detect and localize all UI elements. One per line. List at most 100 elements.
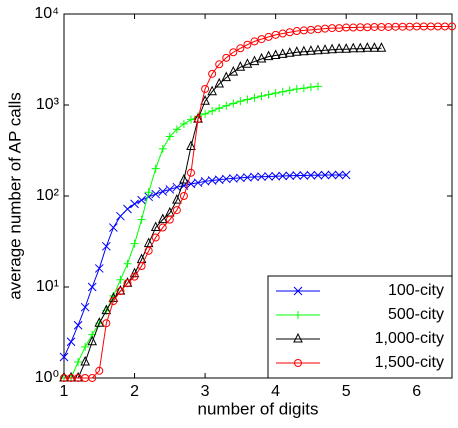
marker [137, 215, 146, 224]
marker [313, 170, 323, 180]
marker [144, 188, 153, 197]
marker [208, 69, 217, 78]
marker [123, 279, 132, 288]
x-tick-label: 5 [342, 383, 351, 400]
marker [165, 185, 175, 194]
marker [334, 170, 344, 180]
marker [299, 45, 309, 56]
marker [179, 192, 188, 200]
marker [277, 48, 288, 58]
marker [214, 77, 225, 88]
marker [207, 85, 217, 96]
marker [243, 40, 252, 49]
y-tick-label: 10⁴ [34, 5, 59, 22]
marker [348, 42, 359, 53]
marker [102, 319, 111, 328]
marker [257, 172, 266, 182]
marker [362, 42, 373, 52]
x-tick-label: 4 [271, 383, 280, 400]
legend-label: 500-city [388, 306, 444, 323]
marker [250, 172, 259, 182]
marker [376, 42, 387, 52]
x-tick-label: 2 [130, 383, 139, 400]
marker [222, 53, 231, 62]
marker [278, 171, 288, 181]
marker [123, 204, 132, 214]
y-tick-label: 10⁰ [35, 369, 59, 386]
marker [327, 170, 337, 180]
marker [292, 84, 301, 93]
legend-marker [294, 359, 302, 367]
y-tick-label: 10¹ [36, 278, 59, 295]
marker [327, 43, 337, 54]
marker [172, 125, 181, 134]
marker [236, 97, 245, 106]
marker [249, 55, 260, 66]
marker [137, 262, 146, 271]
legend-marker [293, 286, 303, 296]
marker [193, 178, 203, 188]
marker [229, 99, 238, 108]
marker [144, 246, 153, 255]
marker [313, 44, 323, 55]
marker [80, 355, 90, 366]
marker [243, 95, 252, 104]
marker [306, 45, 316, 55]
marker [278, 87, 287, 96]
y-tick-label: 10³ [36, 96, 60, 113]
marker [270, 49, 281, 59]
marker [221, 71, 232, 82]
marker [215, 104, 224, 113]
marker [172, 182, 182, 192]
x-tick-label: 3 [201, 383, 210, 400]
marker [256, 52, 267, 63]
marker [130, 272, 139, 281]
marker [144, 192, 154, 202]
marker [130, 199, 139, 209]
marker [263, 50, 274, 61]
marker [257, 92, 266, 101]
marker [235, 61, 246, 71]
marker [320, 44, 330, 54]
marker [207, 176, 217, 185]
marker [236, 44, 245, 53]
legend-label: 1,000-city [375, 330, 444, 347]
legend-label: 100-city [388, 282, 444, 299]
marker [143, 237, 154, 248]
marker [313, 82, 322, 91]
marker [306, 170, 316, 180]
marker [341, 43, 351, 53]
marker [250, 37, 259, 46]
marker [285, 171, 295, 181]
marker [158, 144, 167, 153]
marker [320, 170, 330, 180]
marker [130, 239, 139, 248]
marker [109, 297, 118, 306]
marker [179, 173, 189, 184]
marker [116, 275, 125, 284]
marker [88, 374, 97, 382]
marker [116, 287, 125, 296]
marker [172, 194, 182, 204]
marker [229, 48, 238, 57]
marker [242, 58, 253, 68]
marker [87, 335, 98, 346]
marker [122, 277, 133, 287]
x-tick-label: 1 [60, 383, 69, 400]
marker [292, 171, 302, 180]
marker [150, 221, 161, 232]
marker [201, 84, 210, 93]
legend-label: 1,500-city [375, 354, 444, 371]
marker [334, 43, 344, 53]
marker [284, 47, 295, 57]
marker [243, 173, 252, 182]
marker [186, 168, 195, 177]
marker [157, 213, 168, 224]
marker [257, 35, 266, 44]
marker [179, 119, 188, 128]
marker [236, 173, 245, 183]
marker [151, 233, 160, 242]
marker [299, 84, 308, 93]
marker [172, 206, 181, 215]
